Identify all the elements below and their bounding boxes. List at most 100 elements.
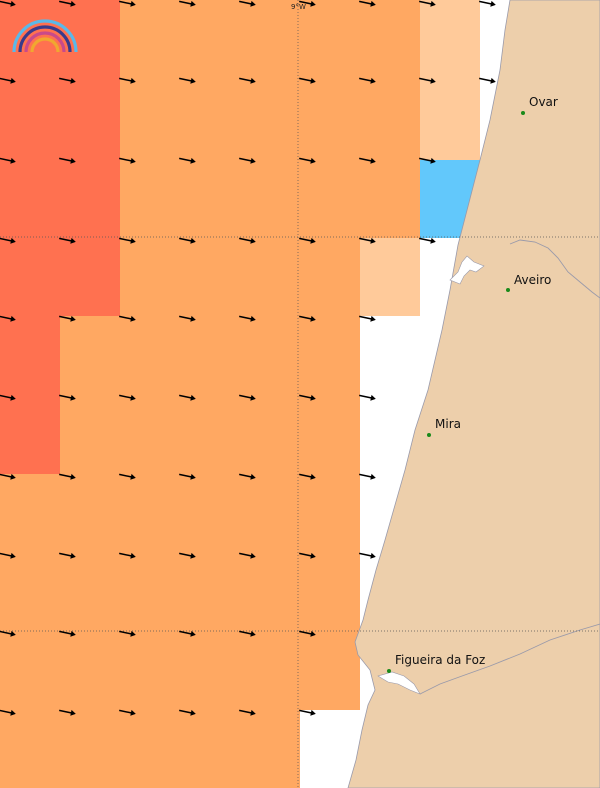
wind-arrow-icon <box>359 157 376 164</box>
wind-arrow-icon <box>359 552 376 559</box>
wind-arrow-icon <box>0 473 16 480</box>
grid-cell <box>120 238 360 316</box>
wind-arrow-icon <box>239 237 256 244</box>
wind-arrow-icon <box>59 237 76 244</box>
wind-arrow-icon <box>119 0 136 7</box>
grid-cell <box>420 0 480 80</box>
wind-arrow-icon <box>59 394 76 401</box>
wind-arrow-icon <box>299 315 316 322</box>
wind-arrow-icon <box>479 0 496 7</box>
grid-cell <box>0 160 120 238</box>
wind-arrow-icon <box>0 237 16 244</box>
city-label: Ovar <box>529 95 558 109</box>
grid-cell <box>420 80 480 160</box>
wind-arrow-icon <box>419 157 436 164</box>
grid-cell <box>0 316 60 396</box>
wind-arrow-icon <box>179 394 196 401</box>
city-ovar[interactable]: Ovar <box>521 95 558 115</box>
wind-arrow-icon <box>239 552 256 559</box>
wind-arrow-icon <box>119 157 136 164</box>
wind-arrow-icon <box>119 552 136 559</box>
wind-arrow-icon <box>479 77 496 84</box>
wind-arrow-icon <box>239 709 256 716</box>
wind-arrow-icon <box>119 630 136 637</box>
city-dot <box>387 669 391 673</box>
wind-arrow-icon <box>299 77 316 84</box>
wind-arrow-icon <box>299 552 316 559</box>
wind-arrow-icon <box>119 709 136 716</box>
city-label: Mira <box>435 417 461 431</box>
city-dot <box>506 288 510 292</box>
land-mass <box>347 0 600 788</box>
wind-arrow-icon <box>359 237 376 244</box>
wind-arrow-icon <box>299 630 316 637</box>
wind-arrow-icon <box>59 77 76 84</box>
wind-arrow-icon <box>419 0 436 7</box>
wind-arrow-icon <box>119 394 136 401</box>
wind-arrow-icon <box>119 77 136 84</box>
wind-arrow-icon <box>299 394 316 401</box>
grid-cell <box>0 238 120 316</box>
wind-arrow-icon <box>0 552 16 559</box>
longitude-label: 9°W <box>291 3 306 11</box>
wind-arrow-icon <box>179 630 196 637</box>
wind-arrow-icon <box>239 77 256 84</box>
wind-arrow-icon <box>0 315 16 322</box>
river <box>419 623 600 695</box>
wind-arrow-icon <box>0 77 16 84</box>
wind-arrow-icon <box>59 157 76 164</box>
wind-arrow-icon <box>179 315 196 322</box>
wind-arrow-icon <box>179 0 196 7</box>
wind-arrows <box>0 0 496 716</box>
wind-arrow-icon <box>59 473 76 480</box>
grid-cell <box>60 396 360 474</box>
wind-arrow-icon <box>59 709 76 716</box>
wind-arrow-icon <box>119 473 136 480</box>
rainbow-logo-icon <box>12 19 78 53</box>
grid-cell <box>60 316 360 396</box>
grid-cell <box>0 396 60 474</box>
city-label: Figueira da Foz <box>395 653 485 667</box>
city-figueira-da-foz[interactable]: Figueira da Foz <box>387 653 485 673</box>
city-label: Aveiro <box>514 273 551 287</box>
wind-arrow-icon <box>299 473 316 480</box>
river <box>509 239 600 299</box>
wind-arrow-icon <box>179 157 196 164</box>
wind-arrow-icon <box>239 630 256 637</box>
wind-arrow-icon <box>299 157 316 164</box>
grid-cell <box>120 80 420 160</box>
wind-arrow-icon <box>239 0 256 7</box>
wind-arrow-icon <box>419 77 436 84</box>
wind-arrow-icon <box>0 630 16 637</box>
wind-arrow-icon <box>59 630 76 637</box>
grid-cell <box>120 0 420 80</box>
wind-arrow-icon <box>0 709 16 716</box>
aveiro-lagoon <box>449 255 485 285</box>
wind-arrow-icon <box>419 237 436 244</box>
wind-arrow-icon <box>59 552 76 559</box>
wind-arrow-icon <box>179 77 196 84</box>
wind-arrow-icon <box>239 315 256 322</box>
city-dot <box>427 433 431 437</box>
wind-arrow-icon <box>0 0 16 7</box>
grid-cell <box>0 632 360 710</box>
grid-cell <box>360 238 420 316</box>
wind-arrow-icon <box>59 0 76 7</box>
city-aveiro[interactable]: Aveiro <box>506 273 551 292</box>
wind-arrow-icon <box>359 0 376 7</box>
wind-arrow-icon <box>119 315 136 322</box>
wind-arrow-icon <box>179 709 196 716</box>
wind-arrow-icon <box>299 709 316 716</box>
wind-arrow-icon <box>359 77 376 84</box>
grid-cell <box>0 80 120 160</box>
wind-arrow-icon <box>299 237 316 244</box>
city-dot <box>521 111 525 115</box>
wind-arrow-icon <box>239 473 256 480</box>
wind-arrow-icon <box>179 237 196 244</box>
city-mira[interactable]: Mira <box>427 417 461 437</box>
wind-arrow-icon <box>359 473 376 480</box>
wind-arrow-icon <box>179 473 196 480</box>
grid-cell <box>0 710 300 788</box>
